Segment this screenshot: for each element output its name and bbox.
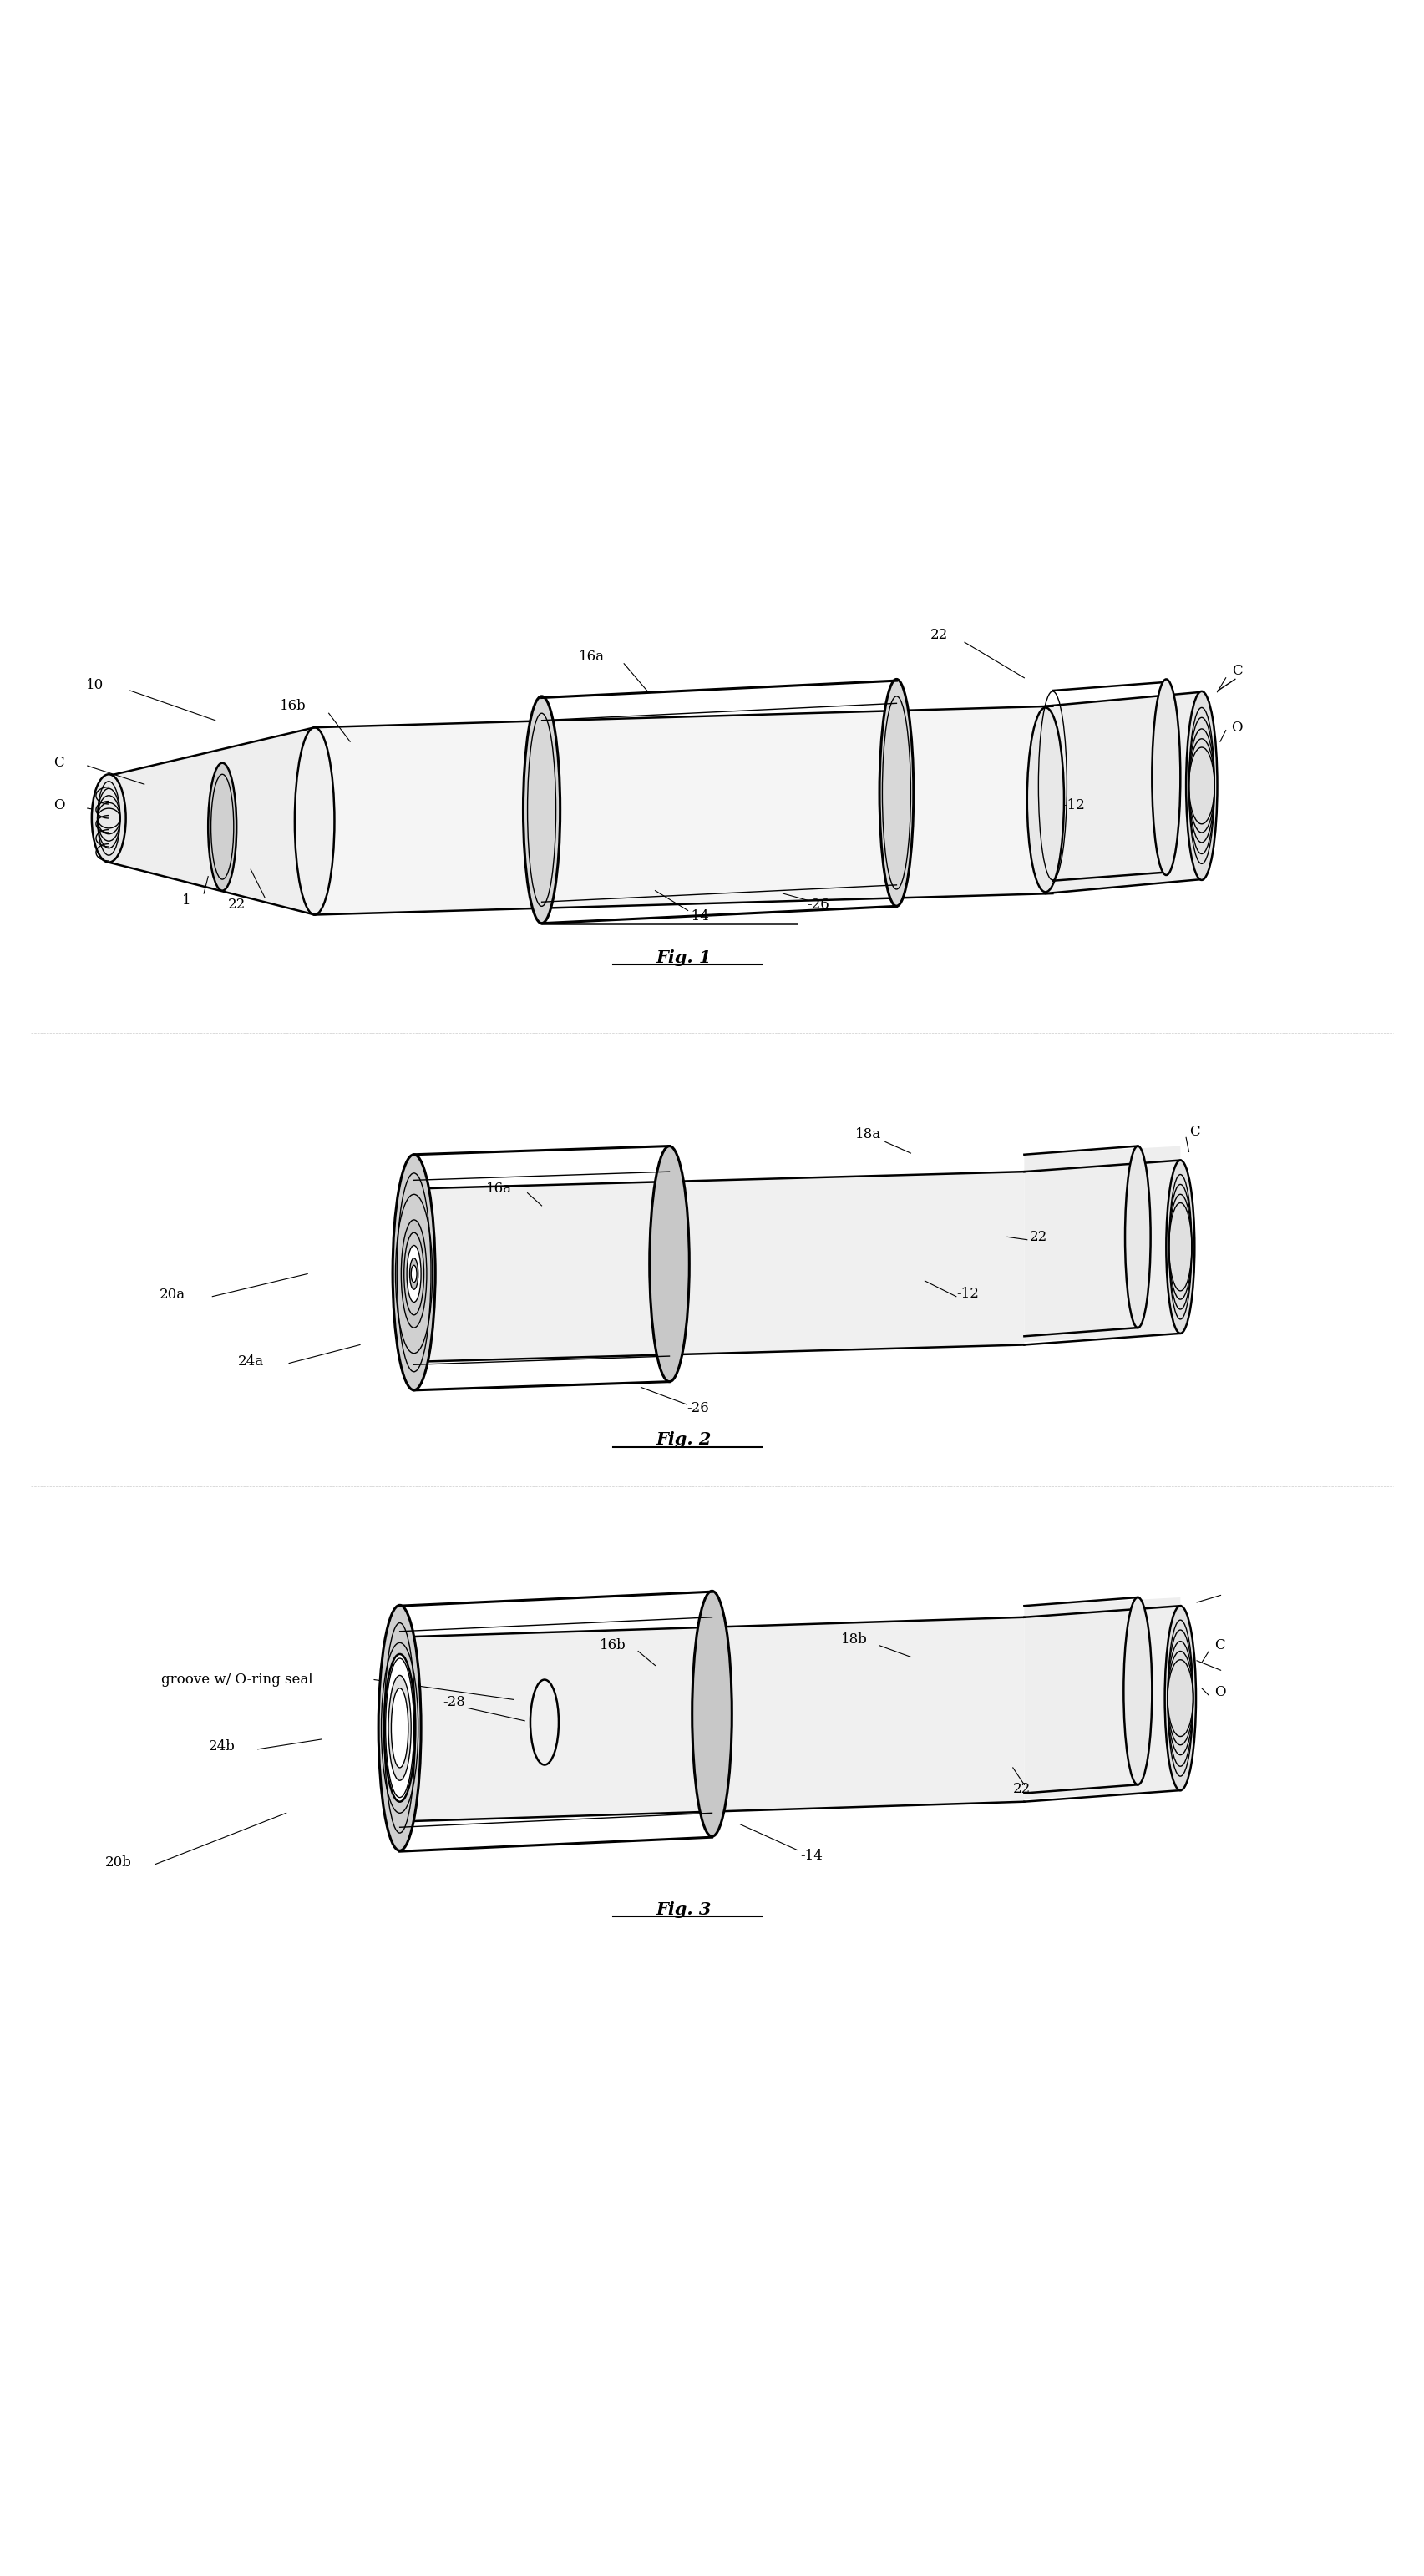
Text: Fig. 2: Fig. 2	[656, 1432, 712, 1448]
Text: -12: -12	[957, 1285, 978, 1301]
Text: 22: 22	[1030, 1229, 1047, 1244]
Text: 24b: 24b	[209, 1739, 235, 1754]
Text: Fig. 1: Fig. 1	[656, 948, 712, 966]
Ellipse shape	[404, 1234, 424, 1314]
Ellipse shape	[295, 726, 335, 914]
Ellipse shape	[407, 1244, 422, 1303]
Text: O: O	[1232, 721, 1243, 734]
Ellipse shape	[91, 775, 125, 863]
Ellipse shape	[384, 1654, 416, 1801]
Polygon shape	[1024, 1597, 1180, 1798]
Ellipse shape	[523, 696, 560, 922]
Text: C: C	[1189, 1126, 1200, 1139]
Text: 20a: 20a	[159, 1288, 185, 1303]
Text: -14: -14	[686, 909, 709, 922]
Text: 22: 22	[1012, 1783, 1031, 1795]
Ellipse shape	[1186, 690, 1218, 881]
Polygon shape	[400, 1618, 1024, 1821]
Text: 16a: 16a	[486, 1182, 513, 1195]
Ellipse shape	[1027, 708, 1064, 891]
Text: 10: 10	[85, 677, 104, 693]
Text: 18a: 18a	[856, 1128, 881, 1141]
Ellipse shape	[393, 1188, 436, 1360]
Text: -26: -26	[686, 1401, 709, 1417]
Polygon shape	[1045, 693, 1202, 894]
Polygon shape	[1024, 1146, 1180, 1342]
Ellipse shape	[880, 680, 914, 907]
Ellipse shape	[402, 1221, 427, 1327]
Text: 20b: 20b	[105, 1855, 132, 1870]
Text: 22: 22	[930, 629, 948, 641]
Ellipse shape	[1165, 1605, 1196, 1790]
Text: -28: -28	[443, 1695, 464, 1710]
Ellipse shape	[1166, 1159, 1195, 1334]
Ellipse shape	[399, 1208, 430, 1340]
Ellipse shape	[392, 1687, 409, 1767]
Text: 24a: 24a	[238, 1355, 263, 1368]
Text: C: C	[1215, 1638, 1226, 1654]
Text: 18b: 18b	[840, 1633, 867, 1646]
Text: 16b: 16b	[600, 1638, 627, 1654]
Ellipse shape	[1125, 1146, 1151, 1327]
Text: Fig. 3: Fig. 3	[656, 1901, 712, 1919]
Ellipse shape	[1124, 1597, 1152, 1785]
Ellipse shape	[380, 1636, 420, 1821]
Ellipse shape	[379, 1605, 422, 1850]
Ellipse shape	[1152, 680, 1180, 876]
Text: C: C	[1232, 665, 1242, 677]
Ellipse shape	[692, 1592, 732, 1837]
Polygon shape	[315, 706, 1045, 914]
Ellipse shape	[410, 1257, 419, 1291]
Text: 1: 1	[182, 894, 191, 907]
Polygon shape	[414, 1172, 1024, 1363]
Text: -12: -12	[1062, 799, 1085, 811]
Text: O: O	[54, 799, 64, 811]
Text: 16b: 16b	[281, 698, 306, 714]
Text: -26: -26	[807, 899, 830, 912]
Ellipse shape	[208, 762, 236, 891]
Text: -14: -14	[800, 1850, 823, 1862]
Text: 16a: 16a	[578, 649, 604, 665]
Ellipse shape	[389, 1674, 412, 1780]
Ellipse shape	[412, 1265, 417, 1283]
Text: 22: 22	[228, 899, 245, 912]
Ellipse shape	[649, 1146, 689, 1381]
Text: C: C	[54, 755, 64, 770]
Ellipse shape	[393, 1154, 436, 1391]
Polygon shape	[108, 726, 315, 914]
Text: O: O	[1215, 1685, 1226, 1700]
Text: groove w/ O-ring seal: groove w/ O-ring seal	[161, 1672, 313, 1687]
